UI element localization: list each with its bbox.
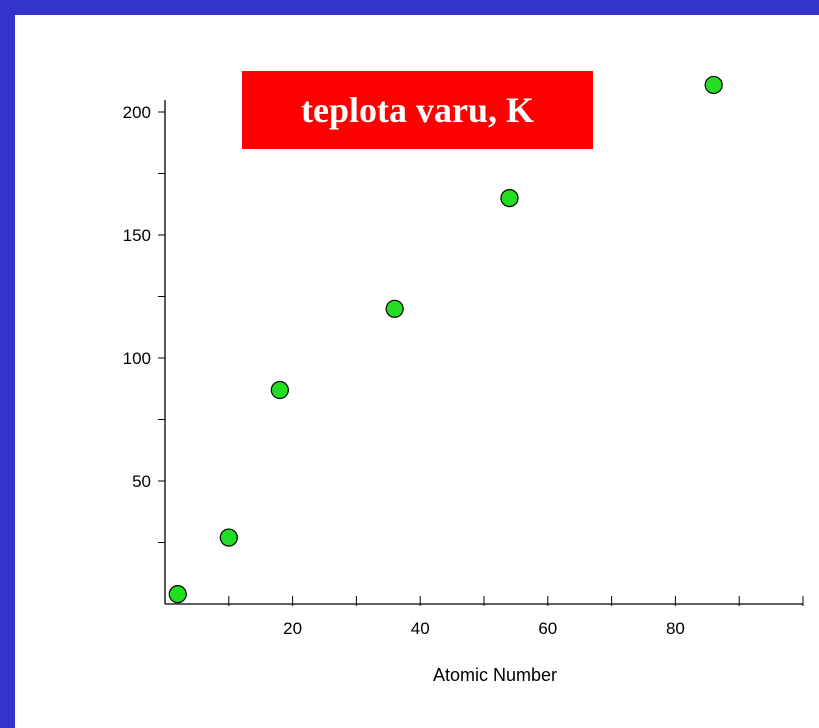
chart-area: 20 40 60 80 50 100 150 200 Atomic Number teplot…	[15, 15, 819, 728]
y-tick-label: 200	[123, 103, 151, 122]
tick-marks	[158, 111, 804, 606]
x-tick-label: 60	[538, 619, 557, 638]
data-point	[704, 75, 723, 95]
data-point	[270, 380, 289, 400]
scatter-chart: 20 40 60 80 50 100 150 200 Atomic Number	[123, 75, 804, 685]
data-point	[168, 585, 187, 604]
x-tick-label: 20	[283, 619, 302, 638]
data-point	[219, 528, 238, 547]
y-tick-label: 100	[123, 349, 151, 368]
tick-labels: 20 40 60 80 50 100 150 200	[123, 103, 685, 638]
data-points	[168, 75, 723, 604]
data-point	[500, 189, 519, 208]
x-tick-label: 40	[411, 619, 430, 638]
y-tick-label: 50	[132, 472, 151, 491]
axes	[164, 100, 803, 605]
data-point	[385, 299, 404, 318]
chart-title: teplota varu, K	[242, 71, 593, 149]
x-axis-label: Atomic Number	[433, 665, 557, 685]
y-tick-label: 150	[123, 226, 151, 245]
x-tick-label: 80	[666, 619, 685, 638]
